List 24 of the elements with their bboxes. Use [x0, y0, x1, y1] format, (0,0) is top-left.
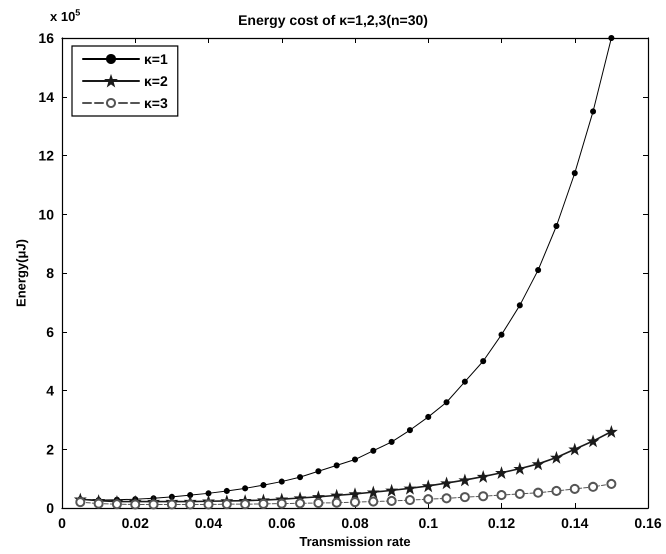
x-tick-label: 0.02: [122, 515, 150, 531]
x-tick-label: 0.14: [561, 515, 589, 531]
x-tick-label: 0.1: [418, 515, 438, 531]
x-tick-label: 0.04: [194, 515, 222, 531]
x-tick-label: 0.16: [634, 515, 662, 531]
y-tick-label: 8: [46, 265, 54, 281]
y-tick-label: 4: [46, 382, 54, 398]
y-tick-label: 6: [46, 324, 54, 340]
y-tick-label: 2: [46, 441, 54, 458]
legend-label: κ=3: [144, 95, 168, 111]
chart-title: Energy cost of κ=1,2,3(n=30): [238, 12, 428, 28]
y-axis-title: Energy(μJ): [14, 239, 29, 307]
y-tick-label: 14: [38, 88, 54, 105]
y-tick-label: 16: [38, 30, 54, 46]
y-tick-label: 0: [46, 500, 54, 516]
x-tick-label: 0.12: [488, 515, 516, 531]
x-axis-title: Transmission rate: [299, 534, 411, 549]
legend-label: κ=1: [144, 51, 168, 67]
y-tick-label: 12: [38, 148, 54, 164]
x-tick-label: 0.06: [268, 515, 296, 531]
y-tick-label: 10: [38, 206, 54, 222]
legend-label: κ=2: [144, 73, 168, 89]
x-tick-label: 0.08: [341, 515, 369, 531]
x-tick-label: 0: [58, 515, 66, 531]
